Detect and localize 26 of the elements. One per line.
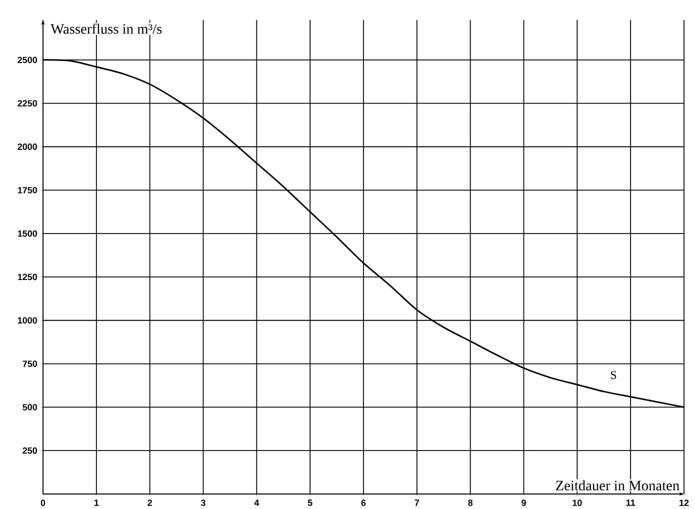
y-tick-label: 2500 [18, 56, 37, 64]
y-tick-label: 750 [22, 360, 37, 367]
x-tick-label: 3 [200, 500, 206, 506]
x-tick-label: 0 [40, 500, 46, 506]
y-tick-label: 1000 [18, 317, 37, 324]
y-tick-label: 2250 [18, 100, 37, 107]
x-tick-label: 9 [522, 500, 526, 506]
x-tick-label: 1 [94, 500, 99, 506]
y-tick-label: 1250 [18, 274, 37, 280]
x-tick-label: 2 [148, 500, 152, 506]
x-tick-label: 10 [572, 500, 582, 506]
x-tick-label: 4 [254, 500, 260, 506]
x-tick-label: 6 [361, 500, 366, 506]
y-tick-label: 250 [22, 447, 37, 454]
y-tick-label: 1750 [18, 186, 37, 194]
x-tick-label: 8 [468, 500, 473, 506]
x-tick-label: 5 [308, 500, 312, 506]
x-tick-label: 12 [680, 500, 689, 506]
x-axis-title: Zeitdauer in Monaten [556, 480, 680, 490]
y-tick-label: 1500 [18, 230, 37, 237]
x-tick-label: 7 [414, 500, 420, 506]
x-tick-label: 11 [626, 500, 636, 506]
y-axis-title: Wasserfluss in m³/s [50, 24, 162, 34]
annotation: S [610, 371, 616, 380]
y-tick-label: 2000 [18, 144, 37, 150]
y-tick-label: 500 [22, 404, 37, 410]
